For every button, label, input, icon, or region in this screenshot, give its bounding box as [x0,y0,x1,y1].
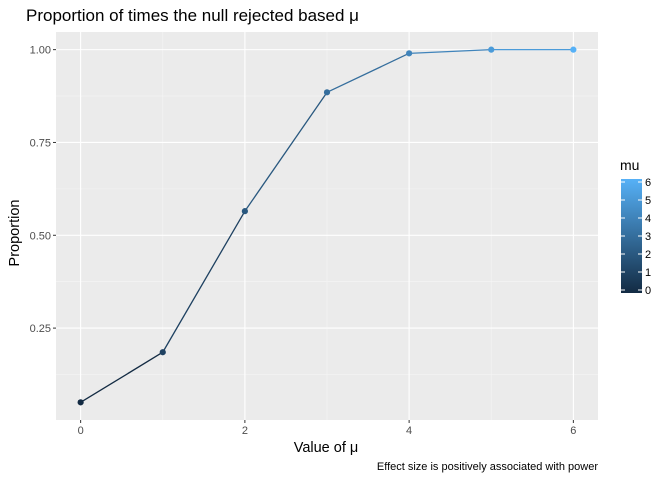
plot-area [56,32,598,420]
x-tick-label: 6 [570,425,576,437]
y-tick-label: 0.75 [30,137,51,149]
data-point [159,349,166,356]
x-axis-label: Value of μ [294,440,359,456]
colorbar-tick-label: 5 [645,195,651,207]
y-tick-label: 0.50 [30,230,51,242]
colorbar-tick-label: 3 [645,231,651,243]
chart-title: Proportion of times the null rejected ba… [26,6,359,25]
x-tick-label: 4 [406,425,412,437]
x-tick-label: 2 [242,425,248,437]
legend-title: mu [620,157,639,173]
colorbar [621,179,642,293]
colorbar-tick-label: 6 [645,177,651,189]
series-line-segment [409,48,492,54]
data-point [406,50,413,57]
series-line-segment [244,91,328,212]
data-point [488,46,495,53]
y-tick-label: 1.00 [30,45,51,57]
chart-caption: Effect size is positively associated wit… [377,461,598,473]
colorbar-tick-label: 2 [645,249,651,261]
colorbar-tick-label: 4 [645,213,651,225]
series-line-segment [326,52,410,93]
y-axis-label: Proportion [7,200,23,267]
data-point [77,399,84,406]
colorbar-tick-label: 1 [645,267,651,279]
series-line-segment [162,210,246,353]
x-tick-label: 0 [78,425,84,437]
data-point [323,89,331,96]
colorbar-tick-label: 0 [645,285,651,297]
data-point [570,46,577,53]
series-line-segment [80,351,164,403]
data-point [241,208,248,215]
y-tick-label: 0.25 [30,323,51,335]
